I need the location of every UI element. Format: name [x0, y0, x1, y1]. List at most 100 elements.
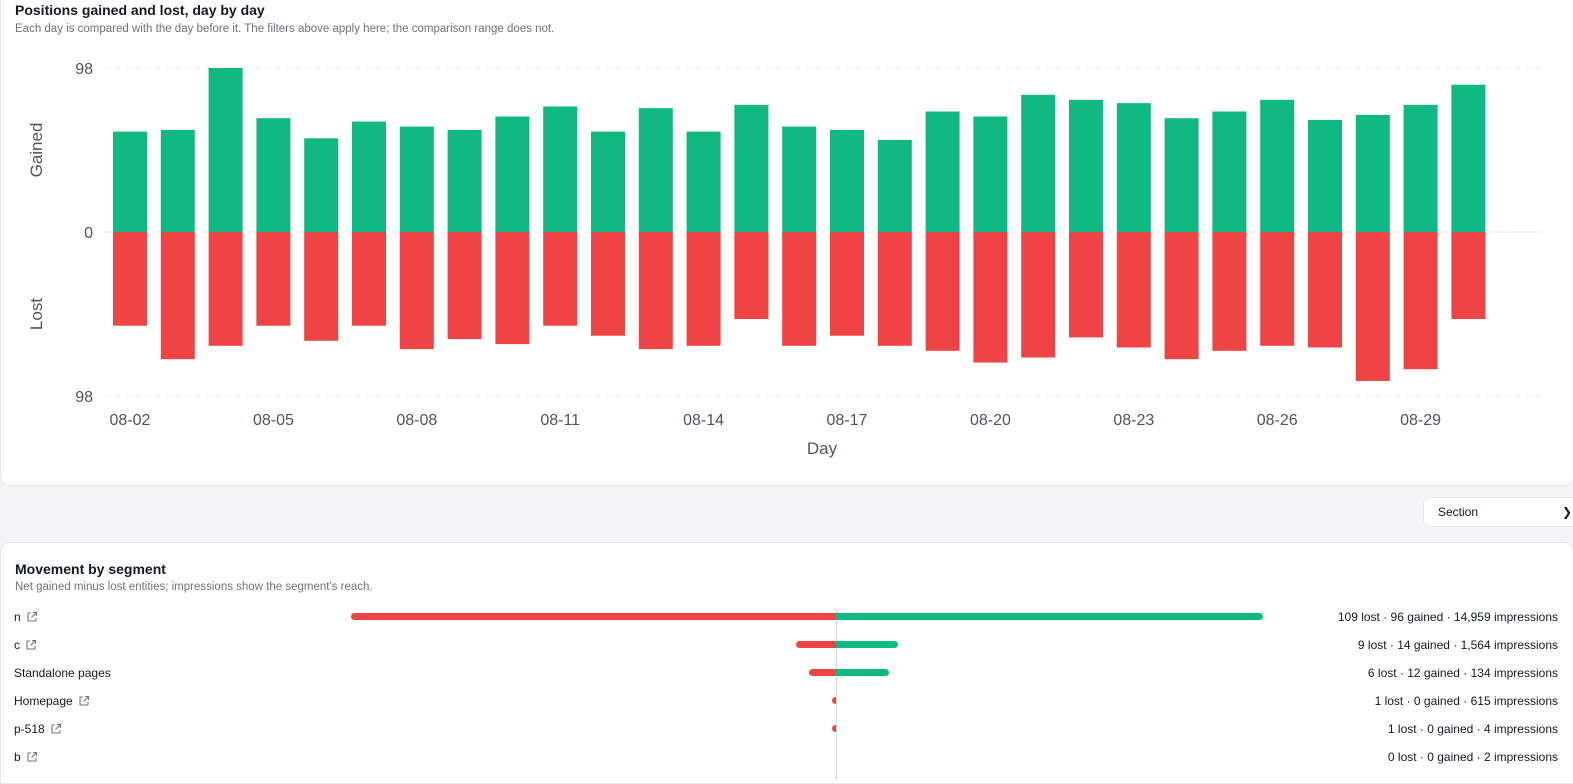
- segment-stats: 9 lost · 14 gained · 1,564 impressions: [1357, 638, 1558, 652]
- lost-bar: [1451, 232, 1486, 320]
- gained-bar: [113, 131, 147, 232]
- segment-label[interactable]: c: [14, 638, 37, 652]
- lost-bar: [447, 232, 482, 340]
- lost-bar: [925, 232, 960, 351]
- lost-bar: [782, 232, 817, 346]
- gained-bar: [830, 129, 864, 232]
- gained-bar: [1021, 94, 1056, 232]
- lost-bar: [734, 232, 769, 320]
- segment-gained-bar: [836, 641, 899, 648]
- external-link-icon[interactable]: [25, 639, 37, 651]
- lost-bar: [495, 232, 530, 345]
- segment-name: c: [14, 638, 20, 652]
- segment-name: p-518: [14, 722, 45, 736]
- section-select-value: Section: [1438, 505, 1479, 519]
- lost-bar: [399, 232, 434, 350]
- segment-name: Homepage: [14, 694, 73, 708]
- daily-chart-title: Positions gained and lost, day by day: [15, 2, 265, 18]
- external-link-icon[interactable]: [26, 611, 38, 623]
- lost-bar: [160, 232, 195, 360]
- lost-bar: [1021, 232, 1056, 358]
- y-axis-label-lost: Lost: [27, 298, 46, 330]
- gained-bar: [1164, 118, 1199, 232]
- x-tick-label: 08-26: [1257, 412, 1298, 429]
- gained-bar: [1308, 119, 1342, 232]
- x-tick-label: 08-08: [396, 412, 437, 429]
- gained-bar: [638, 108, 673, 232]
- segment-row: Homepage 1 lost · 0 gained · 615 impressi…: [0, 688, 1572, 716]
- section-select[interactable]: Section ❯: [1423, 497, 1573, 527]
- x-tick-label: 08-23: [1113, 412, 1154, 429]
- segment-card-subtitle: Net gained minus lost entities; impressi…: [15, 581, 373, 593]
- gained-lost-chart: 98 0 98 08-02 08-05 08-08 08-11 08-14 08-17 08-20…: [27, 61, 1541, 458]
- segment-stats: 1 lost · 0 gained · 615 impressions: [1374, 694, 1558, 708]
- segment-lost-bar: [809, 669, 836, 676]
- gained-bar: [543, 106, 578, 232]
- segment-label[interactable]: Homepage: [14, 694, 90, 708]
- lost-bar: [1355, 232, 1390, 381]
- lost-bar: [1116, 232, 1151, 348]
- y-tick-label: 0: [84, 225, 93, 242]
- segment-lost-bar: [831, 697, 836, 704]
- segment-row: b 0 lost · 0 gained · 2 impressions: [0, 744, 1572, 772]
- segment-label[interactable]: p-518: [14, 722, 62, 736]
- lost-bar: [256, 232, 291, 326]
- gained-bar: [208, 68, 243, 232]
- gained-bar: [304, 138, 339, 232]
- segment-stats: 109 lost · 96 gained · 14,959 impression…: [1337, 610, 1558, 624]
- lost-bar: [638, 232, 673, 350]
- segment-name: n: [14, 610, 21, 624]
- lost-bar: [1403, 232, 1438, 370]
- gained-bar: [973, 116, 1008, 232]
- external-link-icon[interactable]: [26, 751, 38, 763]
- gained-bar: [782, 126, 817, 232]
- segment-stats: 0 lost · 0 gained · 2 impressions: [1387, 750, 1558, 764]
- segment-name: Standalone pages: [14, 666, 111, 680]
- gained-bar: [495, 116, 530, 232]
- chevron-down-icon: ❯: [1562, 505, 1573, 519]
- lost-bar: [877, 232, 912, 346]
- lost-bar: [830, 232, 864, 336]
- segment-row: Standalone pages 6 lost · 12 gained · 134…: [0, 660, 1572, 688]
- lost-bar: [973, 232, 1008, 363]
- gained-bar: [1355, 114, 1390, 232]
- segment-label[interactable]: b: [14, 750, 38, 764]
- lost-bar: [208, 232, 243, 346]
- segment-card-title: Movement by segment: [15, 561, 166, 577]
- lost-bar: [1212, 232, 1247, 351]
- gained-bar: [256, 118, 291, 232]
- daily-chart-subtitle: Each day is compared with the day before…: [15, 23, 555, 35]
- x-tick-label: 08-11: [540, 412, 580, 429]
- lost-bar: [304, 232, 339, 341]
- segment-gained-bar: [836, 613, 1264, 620]
- x-tick-label: 08-17: [827, 412, 868, 429]
- gained-bar: [877, 139, 912, 232]
- external-link-icon[interactable]: [78, 695, 90, 707]
- lost-bar: [1308, 232, 1342, 348]
- gained-bar: [352, 121, 386, 232]
- segment-stats: 6 lost · 12 gained · 134 impressions: [1367, 666, 1558, 680]
- gained-bar: [1451, 84, 1486, 232]
- segment-movement-card: Movement by segment Net gained minus los…: [0, 542, 1573, 784]
- segment-lost-bar: [351, 613, 836, 620]
- y-tick-label: 98: [75, 389, 93, 406]
- lost-bar: [352, 232, 386, 326]
- segment-row: c 9 lost · 14 gained · 1,564 impressions: [0, 632, 1572, 660]
- segment-gained-bar: [836, 669, 890, 676]
- segment-lost-bar: [795, 641, 836, 648]
- y-tick-label: 98: [75, 61, 93, 78]
- daily-positions-card: Positions gained and lost, day by day Ea…: [0, 0, 1573, 486]
- gained-bar: [1212, 111, 1247, 232]
- x-axis-label: Day: [807, 439, 838, 458]
- gained-bar: [925, 111, 960, 232]
- external-link-icon[interactable]: [50, 723, 62, 735]
- segment-center-line: [836, 610, 837, 780]
- lost-bar: [1069, 232, 1103, 338]
- lost-bar: [686, 232, 721, 346]
- lost-bar: [1164, 232, 1199, 360]
- gained-bar: [1116, 103, 1151, 233]
- segment-label[interactable]: n: [14, 610, 38, 624]
- gained-bar: [686, 131, 721, 232]
- segment-name: b: [14, 750, 21, 764]
- x-tick-label: 08-20: [970, 412, 1011, 429]
